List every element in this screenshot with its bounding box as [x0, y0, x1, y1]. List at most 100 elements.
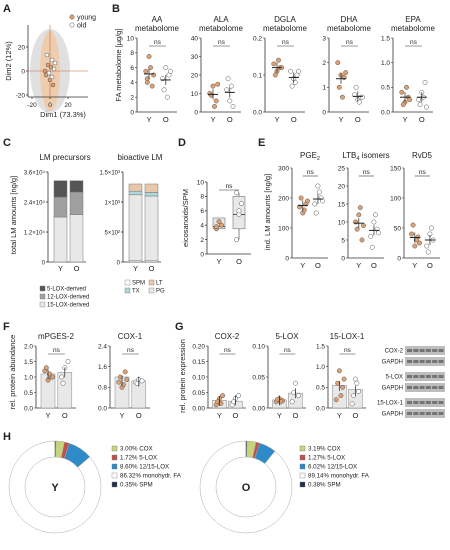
data-point — [335, 380, 341, 386]
data-point — [234, 237, 239, 243]
y-tick-label: 2.4×10⁴ — [24, 199, 46, 206]
blot-lane — [419, 412, 425, 415]
x-tick-label: Y — [217, 411, 222, 420]
x-tick-label: Y — [356, 261, 361, 270]
data-point — [357, 205, 363, 211]
subplot-title: LM precursors — [39, 153, 90, 162]
blot-lane — [438, 386, 444, 389]
legend-swatch — [111, 472, 118, 479]
data-point — [376, 230, 382, 236]
y-axis-label: eicosanoids/SPM — [181, 189, 190, 247]
data-point — [215, 81, 221, 87]
blot-lane — [407, 360, 412, 363]
data-point — [352, 376, 358, 382]
data-point — [336, 84, 342, 90]
data-point — [354, 226, 360, 232]
data-point — [216, 219, 222, 225]
y-tick-label: 1×10³ — [104, 200, 120, 206]
y-tick-label: 0 — [117, 260, 121, 266]
y-axis-label: rel. protein expression — [178, 339, 187, 413]
y-tick-label: 0.05 — [252, 374, 265, 381]
subplot-title: 15-LOX-1 — [330, 332, 365, 341]
data-point — [305, 198, 310, 204]
y-tick-label: 0.20 — [192, 343, 205, 350]
stacked-bar-segment — [144, 195, 159, 262]
subplot-title: LTB4 isomers — [342, 151, 389, 162]
y-tick-label: 0.0 — [98, 405, 107, 412]
y-tick-label: 1.5 — [381, 35, 390, 42]
blot-band — [405, 372, 445, 381]
x-tick-label: -20 — [27, 102, 37, 109]
y-tick-label: 2.0 — [24, 343, 33, 350]
y-tick-label: 2 — [200, 237, 204, 244]
donut-center-label: Y — [51, 482, 59, 494]
data-point — [417, 240, 422, 246]
y-tick-label: 0 — [194, 109, 198, 116]
y-tick-label: 0.5 — [24, 390, 33, 397]
y-tick-label: 8 — [200, 194, 204, 201]
subplot: 1.5 1.0 0.5 0.0 Y Ons 15-LOX-1 — [316, 332, 366, 420]
blot-label: GAPDH — [382, 386, 403, 392]
data-point — [161, 87, 167, 93]
y-tick-label: 1.6 — [98, 364, 107, 371]
y-tick-label: 4 — [200, 223, 204, 230]
y-tick-label: 0.2 — [253, 35, 262, 42]
data-point — [59, 374, 65, 380]
data-point — [146, 54, 152, 59]
subplot: 2.0 1.5 1.0 0.5 0.0 Y Ons mPGES-2 — [24, 332, 76, 420]
y-tick-label: 25 — [338, 165, 346, 172]
blot-label: 5-LOX — [386, 375, 403, 381]
data-point — [230, 104, 236, 109]
subplot-title: metabolome — [135, 24, 180, 33]
data-point — [288, 68, 294, 74]
blot-band — [405, 383, 445, 392]
data-point — [296, 68, 301, 74]
donut-slice — [54, 440, 57, 458]
data-point — [231, 399, 237, 405]
legend-label: young — [77, 15, 96, 22]
blot-label: GAPDH — [382, 360, 403, 366]
y-tick-label: 0.00 — [192, 405, 205, 412]
blot-lane — [425, 375, 431, 378]
x-tick-label: Y — [45, 411, 50, 420]
y-tick-label: 0.10 — [192, 374, 205, 381]
legend-swatch — [299, 463, 306, 470]
blot-lane — [407, 401, 412, 404]
data-point — [353, 84, 359, 90]
data-point — [399, 89, 405, 95]
data-point — [227, 98, 233, 104]
subplot: 0.10 0.05 0.00 Y Ons 5-LOX — [252, 332, 306, 420]
data-point — [163, 65, 169, 71]
data-point — [417, 102, 423, 108]
stacked-bar-segment — [53, 216, 68, 263]
data-point — [43, 365, 49, 371]
data-point — [296, 393, 302, 399]
legend-marker — [69, 14, 75, 20]
y-tick-label: 150 — [390, 165, 401, 172]
stacked-bar-segment — [69, 214, 84, 263]
subplot-title: ALA — [213, 15, 229, 24]
legend-label: PG — [156, 289, 165, 295]
x-tick-label: O — [427, 261, 433, 270]
y-tick-label: 3.6×10⁴ — [24, 169, 46, 176]
data-point — [214, 224, 219, 230]
data-point — [352, 92, 358, 98]
x-tick-label: O — [163, 115, 169, 124]
y-tick-label: 0.05 — [192, 390, 205, 397]
data-point — [272, 72, 278, 78]
x-tick-label: O — [355, 115, 361, 124]
legend-label: 0.35% SPM — [120, 482, 153, 489]
blot-lane — [419, 375, 425, 378]
legend-label: old — [77, 23, 86, 30]
y-tick-label: 0 — [42, 260, 46, 266]
y-tick-label: 2 — [322, 60, 326, 67]
y-tick-label: 10 — [127, 35, 135, 42]
y-tick-label: 0 — [341, 255, 345, 262]
data-point — [416, 97, 422, 103]
data-point — [292, 380, 298, 386]
sig-label: ns — [282, 39, 290, 46]
y-tick-label: 30 — [191, 54, 199, 61]
y-tick-label: 0.0 — [24, 405, 33, 412]
x-tick-label: O — [232, 411, 238, 420]
